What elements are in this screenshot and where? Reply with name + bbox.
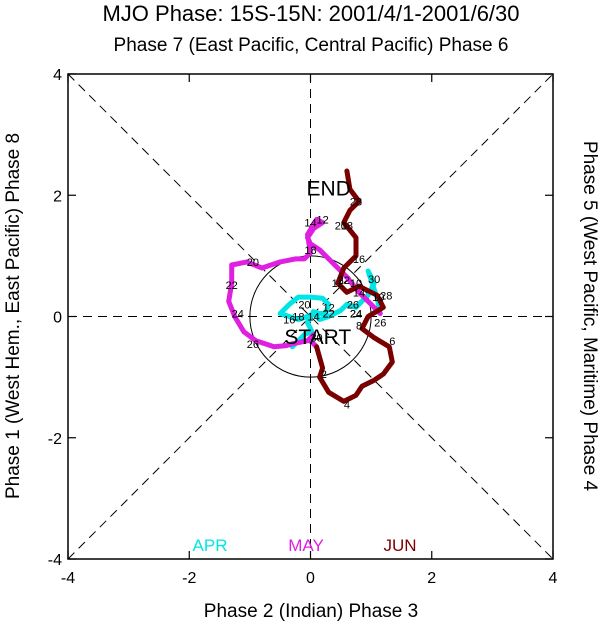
day-label: 16 <box>353 254 365 266</box>
day-label: 14 <box>353 287 365 299</box>
day-label: 14 <box>307 312 319 324</box>
right-axis-label: Phase 5 (West Pacific, Maritime) Phase 4 <box>579 141 600 492</box>
day-label: 28 <box>350 196 362 208</box>
diagonal-guide-2 <box>67 73 554 560</box>
day-label: 20 <box>298 299 310 311</box>
x-axis-label: Phase 2 (Indian) Phase 3 <box>204 601 418 622</box>
y-tick-label: 4 <box>53 67 62 84</box>
day-label: 22 <box>338 275 350 287</box>
day-label: 16 <box>283 315 295 327</box>
x-tick-label: 0 <box>306 570 315 587</box>
x-tick-label: 4 <box>549 570 558 587</box>
left-axis-label: Phase 1 (West Hem., East Pacific) Phase … <box>3 133 24 499</box>
day-label: 18 <box>341 221 353 233</box>
day-label: 18 <box>304 245 316 257</box>
day-label: 10 <box>372 292 384 304</box>
x-tick-label: 2 <box>427 570 436 587</box>
x-tick-label: -4 <box>61 570 75 587</box>
end-marker: END <box>307 177 351 200</box>
day-label: 26 <box>374 318 386 330</box>
day-label: 26 <box>347 299 359 311</box>
top-axis-label: Phase 7 (East Pacific, Central Pacific) … <box>114 35 509 56</box>
x-tick-label: -2 <box>182 570 196 587</box>
day-label: 2 <box>321 369 327 381</box>
day-label: 24 <box>350 308 362 320</box>
series-line-jun <box>314 168 395 404</box>
chart-title: MJO Phase: 15S-15N: 2001/4/1-2001/6/30 <box>102 1 519 26</box>
day-label: 24 <box>232 308 244 320</box>
day-label: 12 <box>317 215 329 227</box>
start-marker: START <box>284 326 351 349</box>
day-label: 26 <box>247 339 259 351</box>
day-label: 28 <box>380 290 392 302</box>
day-label: 10 <box>350 278 362 290</box>
series-layer <box>226 168 395 404</box>
day-label: 24 <box>350 308 362 320</box>
day-label: 18 <box>292 312 304 324</box>
plot-frame <box>67 73 554 560</box>
day-label: 30 <box>368 274 380 286</box>
day-label: 30 <box>310 333 322 345</box>
day-label: 4 <box>344 399 350 411</box>
day-label: 12 <box>332 278 344 290</box>
day-label: 22 <box>323 308 335 320</box>
day-label: 8 <box>356 321 362 333</box>
day-label: 22 <box>226 280 238 292</box>
diagonal-guide-1 <box>67 73 554 560</box>
series-line-may <box>226 217 383 350</box>
legend-may: MAY <box>288 536 324 555</box>
day-label: 20 <box>247 257 259 269</box>
y-tick-label: -2 <box>48 431 62 448</box>
y-tick-label: 2 <box>53 188 62 205</box>
day-label: 20 <box>335 221 347 233</box>
legend-jun: JUN <box>383 536 416 555</box>
day-label: 6 <box>389 336 395 348</box>
day-label: 12 <box>323 302 335 314</box>
day-label: 14 <box>304 218 316 230</box>
y-tick-label: 0 <box>53 310 62 327</box>
month-legend: APR MAY JUN <box>193 536 417 555</box>
y-tick-label: -4 <box>48 552 62 569</box>
legend-apr: APR <box>193 536 228 555</box>
